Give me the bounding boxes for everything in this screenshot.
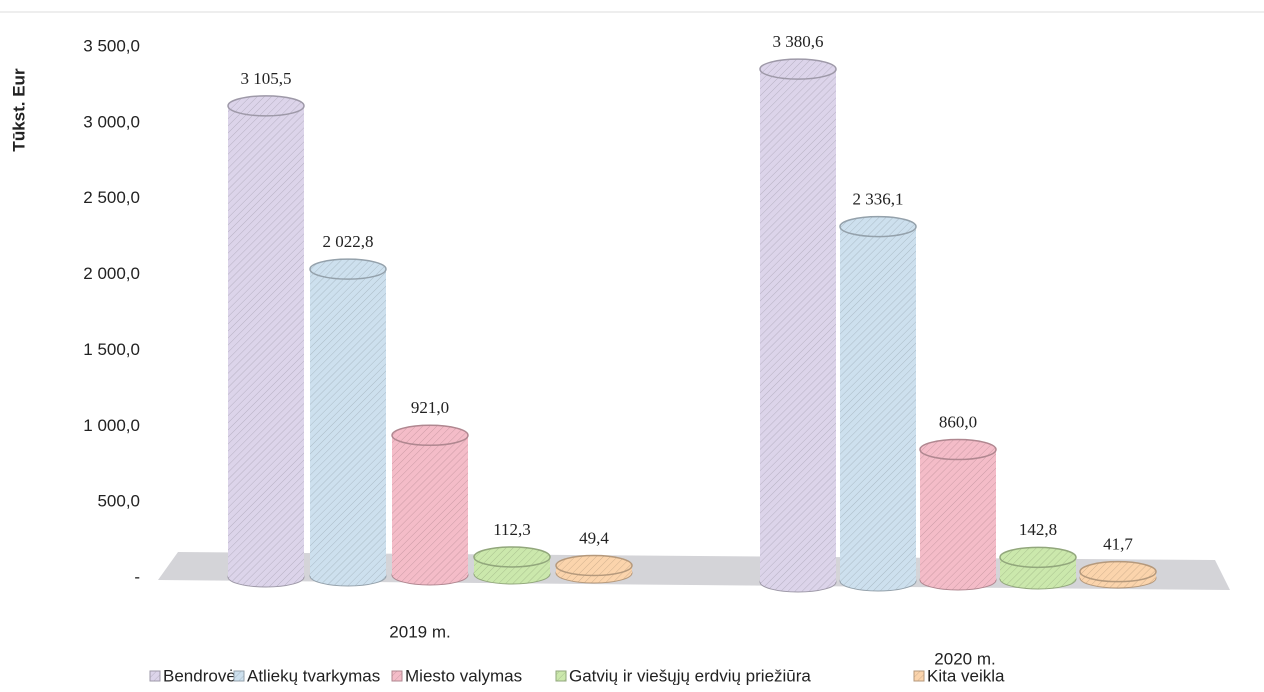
cylinder-top: [227, 95, 305, 117]
cylinder: [309, 258, 387, 587]
y-tick-label: 3 500,0: [83, 36, 140, 55]
cylinder: [919, 438, 997, 591]
legend-label: Miesto valymas: [405, 666, 522, 685]
cylinder-top: [473, 546, 551, 568]
legend-swatch: [391, 670, 403, 682]
cylinder: [473, 546, 551, 585]
cylinder-body: [392, 435, 468, 575]
cylinder-top: [1079, 560, 1157, 583]
value-label: 921,0: [411, 398, 449, 417]
value-label: 860,0: [939, 412, 977, 431]
legend-label: Bendrovė: [163, 666, 236, 685]
legend-swatch: [149, 670, 161, 682]
cylinder-top: [391, 424, 469, 447]
y-tick-label: 3 000,0: [83, 112, 140, 131]
cylinder-body: [840, 226, 916, 581]
value-label: 2 022,8: [323, 232, 374, 251]
cylinder-top: [839, 215, 917, 238]
cylinder-body: [920, 449, 996, 580]
legend-label: Kita veikla: [927, 666, 1005, 685]
cylinder: [759, 58, 837, 593]
legend-swatch: [233, 670, 245, 682]
cylinder-top: [309, 258, 387, 280]
value-label: 2 336,1: [853, 189, 904, 208]
y-tick-label: 2 500,0: [83, 188, 140, 207]
cylinder: [999, 546, 1077, 590]
cylinder-top: [919, 438, 997, 461]
y-axis-label: Tūkst. Eur: [9, 68, 28, 152]
y-tick-label: -: [134, 567, 140, 586]
legend-label: Gatvių ir viešųjų erdvių priežiūra: [569, 666, 811, 685]
legend-label: Atliekų tvarkymas: [247, 666, 380, 685]
legend-swatch: [913, 670, 925, 682]
y-tick-label: 500,0: [97, 492, 140, 511]
cylinder-top: [999, 546, 1077, 569]
value-label: 3 105,5: [241, 69, 292, 88]
cylinder-body: [310, 269, 386, 576]
y-tick-label: 2 000,0: [83, 264, 140, 283]
value-label: 112,3: [493, 520, 531, 539]
y-tick-label: 1 000,0: [83, 416, 140, 435]
cylinder: [839, 215, 917, 592]
cylinder-top: [555, 554, 633, 577]
value-label: 49,4: [579, 528, 609, 547]
cylinder-top: [759, 58, 837, 80]
cylinder: [227, 95, 305, 588]
y-tick-label: 1 500,0: [83, 340, 140, 359]
value-label: 3 380,6: [773, 32, 824, 51]
legend-swatch: [555, 670, 567, 682]
x-tick-label: 2019 m.: [389, 622, 450, 641]
cylinder: [391, 424, 469, 586]
value-label: 142,8: [1019, 520, 1057, 539]
x-tick-label: 2020 m.: [934, 649, 995, 668]
cylinder: [555, 554, 633, 584]
cylinder-body: [228, 105, 304, 577]
cylinder-body: [760, 69, 836, 582]
value-label: 41,7: [1103, 535, 1133, 554]
cylinder: [1079, 560, 1157, 589]
